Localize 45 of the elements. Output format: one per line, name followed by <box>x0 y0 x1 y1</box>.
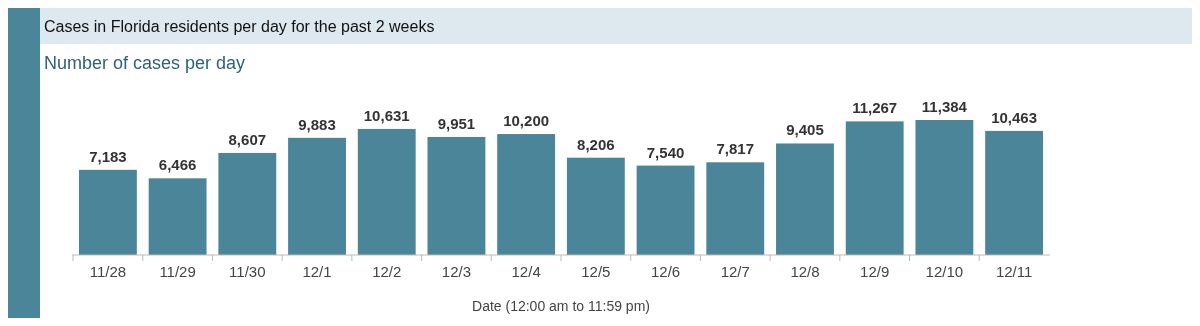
x-axis-title: Date (12:00 am to 11:59 pm) <box>472 298 650 314</box>
x-tick-label: 12/2 <box>372 263 402 280</box>
x-tick-label: 12/5 <box>581 263 611 280</box>
chart-title: Cases in Florida residents per day for the past 2 weeks <box>44 18 435 35</box>
x-tick-label: 12/9 <box>860 263 890 280</box>
x-tick-label: 11/29 <box>159 263 196 280</box>
x-tick-label: 12/11 <box>995 263 1033 280</box>
data-label: 10,200 <box>503 112 550 130</box>
data-label: 7,183 <box>89 147 127 165</box>
data-label: 8,607 <box>228 130 267 148</box>
data-label: 9,883 <box>298 115 336 133</box>
data-label: 7,540 <box>646 143 685 161</box>
bar <box>427 136 486 255</box>
x-tick-label: 11/28 <box>89 263 127 280</box>
x-tick-label: 12/3 <box>441 263 472 280</box>
bar <box>776 143 834 255</box>
bar <box>148 178 207 255</box>
data-label: 6,466 <box>158 156 197 174</box>
data-label: 11,384 <box>921 98 968 115</box>
x-tick-label: 12/4 <box>511 263 541 280</box>
data-label: 9,951 <box>437 114 476 132</box>
x-tick-label: 11/30 <box>229 263 266 280</box>
bar <box>845 121 904 255</box>
bar <box>566 157 625 255</box>
bar <box>218 152 277 255</box>
chart-subtitle: Number of cases per day <box>44 53 246 73</box>
data-label: 11,267 <box>852 99 898 117</box>
data-label: 10,631 <box>363 106 410 124</box>
bar <box>78 169 137 255</box>
bar <box>636 165 695 255</box>
data-label: 9,405 <box>786 121 824 139</box>
bar <box>915 120 974 255</box>
bar <box>357 128 416 255</box>
data-label: 8,206 <box>577 135 615 153</box>
data-label: 10,463 <box>991 108 1038 126</box>
bar <box>706 162 765 255</box>
bar <box>288 137 346 255</box>
x-tick-label: 12/10 <box>925 263 964 280</box>
x-tick-label: 12/8 <box>790 263 820 280</box>
bar <box>497 134 556 255</box>
x-tick-label: 12/6 <box>650 263 681 280</box>
bar <box>985 130 1044 255</box>
x-tick-label: 12/1 <box>302 263 332 280</box>
x-tick-label: 12/7 <box>720 263 750 280</box>
data-label: 7,817 <box>716 140 755 158</box>
